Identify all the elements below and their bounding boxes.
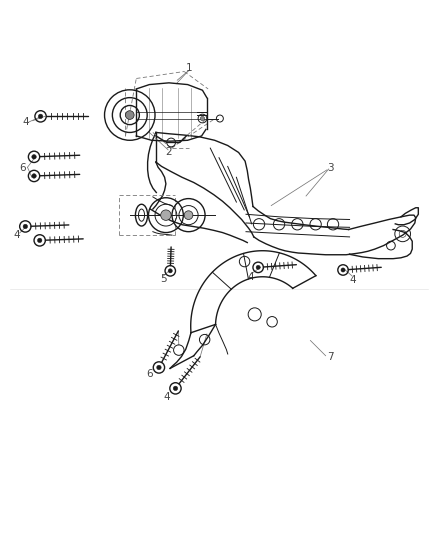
Circle shape: [32, 174, 36, 178]
Circle shape: [200, 116, 205, 120]
Text: 4: 4: [22, 117, 28, 127]
Text: 1: 1: [186, 63, 193, 74]
Circle shape: [157, 365, 161, 370]
Circle shape: [161, 210, 171, 220]
Circle shape: [184, 211, 193, 220]
Text: 6: 6: [19, 163, 25, 173]
Text: 2: 2: [166, 148, 172, 157]
Text: 7: 7: [327, 352, 333, 362]
Circle shape: [32, 155, 36, 159]
Text: 6: 6: [146, 369, 153, 379]
Text: 4: 4: [163, 392, 170, 402]
Circle shape: [168, 269, 172, 273]
Circle shape: [38, 114, 43, 119]
Circle shape: [341, 268, 345, 272]
Circle shape: [37, 238, 42, 243]
Text: 4: 4: [350, 274, 357, 285]
Circle shape: [125, 111, 134, 119]
Text: 4: 4: [13, 230, 20, 240]
Circle shape: [173, 386, 178, 391]
Text: 4: 4: [247, 272, 254, 282]
Text: 3: 3: [327, 163, 333, 173]
Circle shape: [23, 224, 28, 229]
Circle shape: [256, 265, 260, 270]
Text: 5: 5: [160, 273, 166, 284]
